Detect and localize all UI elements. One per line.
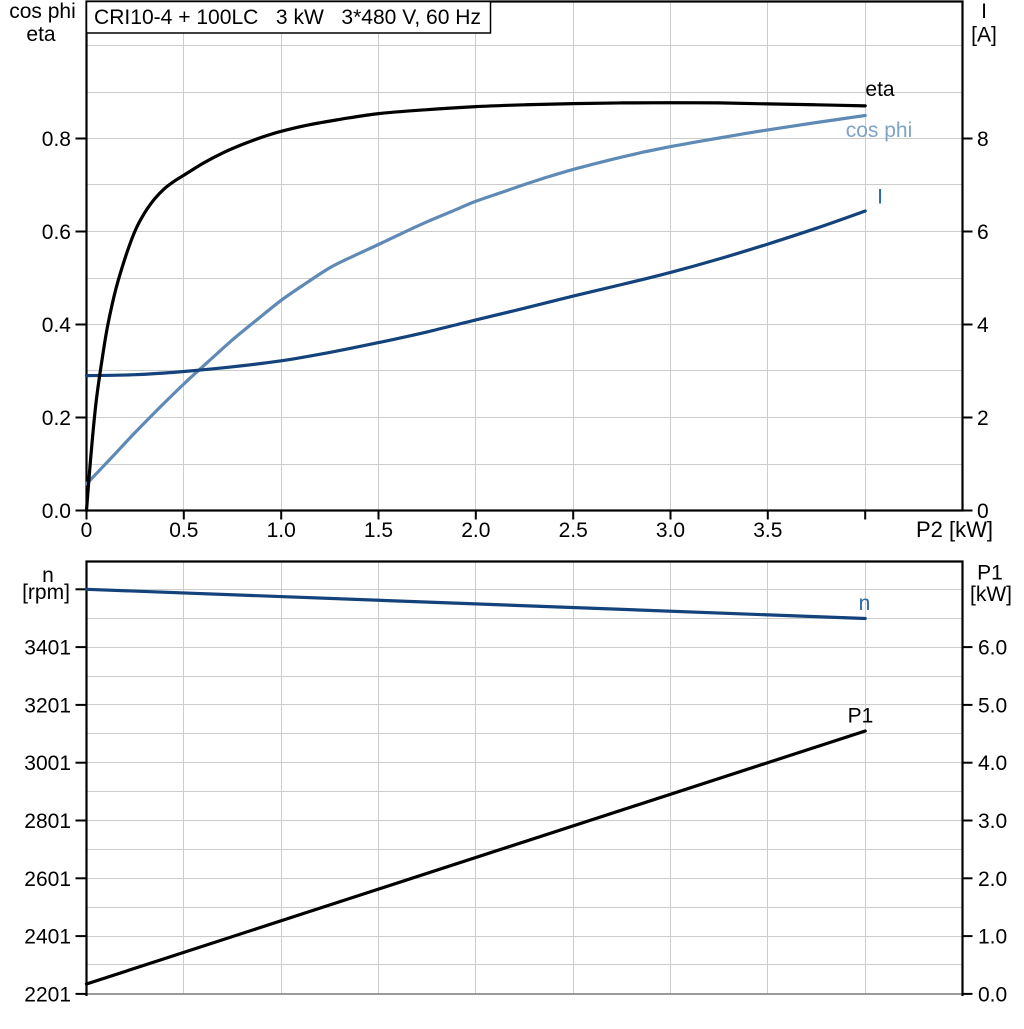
svg-text:3401: 3401: [24, 637, 71, 660]
svg-text:I: I: [877, 186, 883, 209]
svg-text:2201: 2201: [24, 983, 71, 1006]
svg-text:0.6: 0.6: [42, 221, 71, 244]
svg-text:2801: 2801: [24, 810, 71, 833]
svg-text:2401: 2401: [24, 926, 71, 949]
svg-text:2.0: 2.0: [978, 868, 1007, 891]
svg-text:3201: 3201: [24, 694, 71, 717]
svg-text:0: 0: [81, 519, 93, 542]
svg-text:2.5: 2.5: [559, 519, 588, 542]
svg-text:6: 6: [977, 221, 989, 244]
svg-text:[rpm]: [rpm]: [22, 581, 70, 604]
svg-text:1.0: 1.0: [267, 519, 296, 542]
svg-text:eta: eta: [26, 23, 56, 46]
svg-text:0.0: 0.0: [978, 983, 1007, 1006]
svg-text:1.0: 1.0: [978, 926, 1007, 949]
svg-text:[kW]: [kW]: [970, 583, 1012, 606]
svg-text:n: n: [859, 592, 871, 615]
svg-text:2.0: 2.0: [461, 519, 490, 542]
svg-text:eta: eta: [865, 78, 895, 101]
svg-text:3.5: 3.5: [753, 519, 782, 542]
svg-text:0.2: 0.2: [42, 407, 71, 430]
svg-text:[A]: [A]: [971, 24, 997, 47]
svg-text:0: 0: [977, 500, 989, 523]
svg-text:cos phi: cos phi: [9, 0, 76, 23]
svg-text:cos phi: cos phi: [846, 119, 913, 142]
svg-text:8: 8: [977, 128, 989, 151]
svg-text:I: I: [981, 0, 987, 23]
svg-text:4.0: 4.0: [978, 752, 1007, 775]
svg-text:3.0: 3.0: [656, 519, 685, 542]
svg-text:5.0: 5.0: [978, 694, 1007, 717]
svg-text:P1: P1: [977, 562, 1003, 585]
svg-text:0.8: 0.8: [42, 128, 71, 151]
svg-text:0.5: 0.5: [169, 519, 198, 542]
svg-text:n: n: [42, 564, 54, 587]
svg-text:CRI10-4 + 100LC 3 kW 3*480: CRI10-4 + 100LC 3 kW 3*480 V, 60 Hz: [94, 6, 481, 29]
svg-text:P1: P1: [848, 705, 874, 728]
svg-text:0.0: 0.0: [42, 500, 71, 523]
svg-text:3001: 3001: [24, 752, 71, 775]
svg-text:3.0: 3.0: [978, 810, 1007, 833]
svg-text:2601: 2601: [24, 868, 71, 891]
svg-text:0.4: 0.4: [42, 314, 72, 337]
svg-text:6.0: 6.0: [978, 637, 1007, 660]
svg-text:2: 2: [977, 407, 989, 430]
svg-text:P2 [kW]: P2 [kW]: [916, 517, 993, 542]
svg-text:4: 4: [977, 314, 989, 337]
svg-text:1.5: 1.5: [364, 519, 393, 542]
